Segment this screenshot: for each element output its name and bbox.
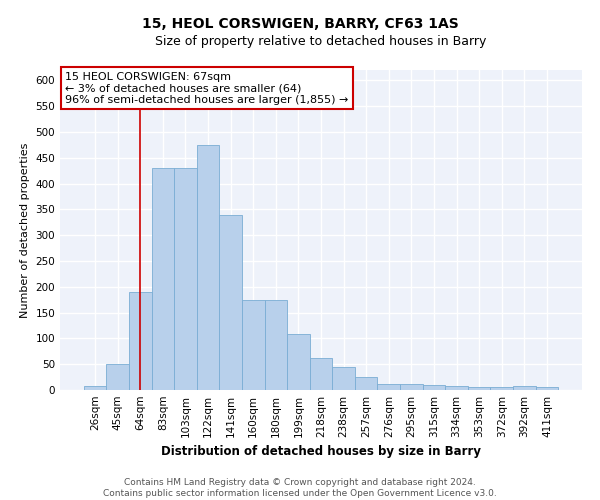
Bar xyxy=(152,168,174,390)
Bar xyxy=(84,386,106,390)
Bar xyxy=(242,300,265,390)
Text: 15, HEOL CORSWIGEN, BARRY, CF63 1AS: 15, HEOL CORSWIGEN, BARRY, CF63 1AS xyxy=(142,18,458,32)
Bar xyxy=(174,168,197,390)
Title: Size of property relative to detached houses in Barry: Size of property relative to detached ho… xyxy=(155,35,487,48)
Bar xyxy=(355,377,377,390)
Bar xyxy=(513,386,536,390)
Bar xyxy=(400,384,422,390)
Bar xyxy=(265,300,287,390)
Bar xyxy=(536,388,558,390)
Bar xyxy=(310,358,332,390)
Y-axis label: Number of detached properties: Number of detached properties xyxy=(20,142,30,318)
Bar xyxy=(377,384,400,390)
Bar xyxy=(445,386,468,390)
Bar xyxy=(287,334,310,390)
Bar xyxy=(197,145,220,390)
X-axis label: Distribution of detached houses by size in Barry: Distribution of detached houses by size … xyxy=(161,446,481,458)
Bar xyxy=(332,367,355,390)
Bar xyxy=(468,388,490,390)
Bar xyxy=(129,292,152,390)
Bar xyxy=(220,214,242,390)
Text: 15 HEOL CORSWIGEN: 67sqm
← 3% of detached houses are smaller (64)
96% of semi-de: 15 HEOL CORSWIGEN: 67sqm ← 3% of detache… xyxy=(65,72,349,105)
Bar xyxy=(422,386,445,390)
Bar xyxy=(106,364,129,390)
Bar xyxy=(490,388,513,390)
Text: Contains HM Land Registry data © Crown copyright and database right 2024.
Contai: Contains HM Land Registry data © Crown c… xyxy=(103,478,497,498)
